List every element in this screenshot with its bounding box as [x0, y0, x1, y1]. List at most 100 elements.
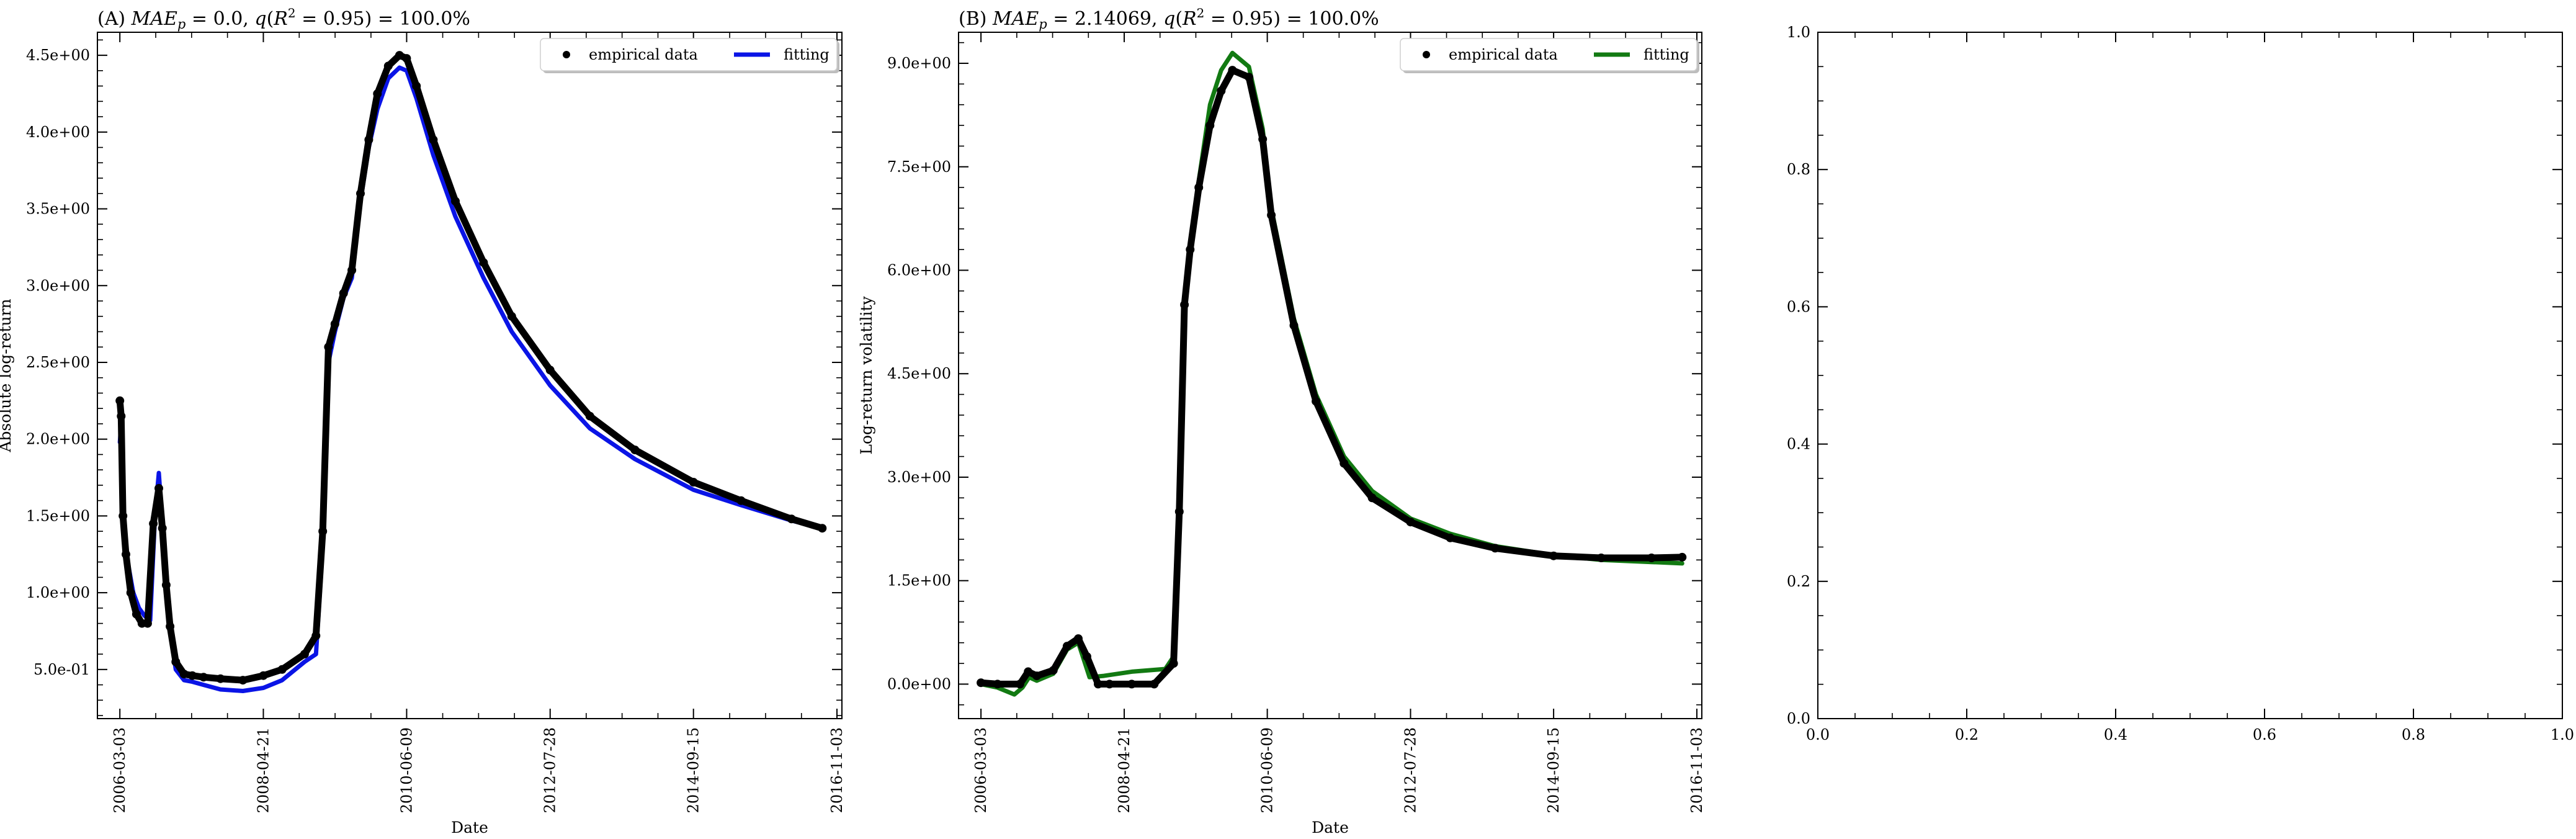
data-point — [1127, 680, 1137, 689]
data-point — [364, 135, 373, 145]
y-tick-label: 3.0e+00 — [26, 277, 90, 294]
y-tick-label: 0.2 — [1787, 573, 1810, 590]
x-axis-label: Date — [451, 819, 488, 837]
x-tick-label: 2006-03-03 — [972, 727, 990, 813]
data-point — [311, 631, 321, 640]
data-point — [115, 396, 125, 405]
chart-panel-3: 0.0 0.2 0.4 0.6 0.8 1.0 0.0 0.2 0.4 0.6 0.8 1.0 — [1787, 24, 2574, 743]
y-tick-label: 4.5e+00 — [26, 47, 90, 64]
data-point — [1024, 667, 1033, 676]
data-point — [347, 266, 357, 275]
data-point — [736, 496, 746, 505]
y-tick-label: 0.4 — [1787, 436, 1810, 453]
x-tick-label: 2012-07-28 — [542, 727, 559, 813]
data-point — [1082, 652, 1091, 661]
chart-title: (B) MAEp = 2.14069, q(R2 = 0.95) = 100.0… — [959, 6, 1379, 32]
chart-panel-1: 2006-03-03 2008-04-21 2010-06-09 2012-07-28… — [0, 6, 846, 837]
data-point — [1312, 397, 1321, 406]
chart-panel-2: 2006-03-03 2008-04-21 2010-06-09 2012-07-28… — [857, 6, 1706, 837]
data-point — [1596, 554, 1606, 562]
data-point — [122, 550, 130, 559]
data-point — [132, 609, 141, 619]
x-tick-label: 2016-11-03 — [1688, 727, 1706, 813]
axes-frame — [1817, 32, 2563, 719]
data-point — [818, 524, 827, 533]
y-tick-label: 3.5e+00 — [26, 200, 90, 218]
data-point — [402, 54, 411, 63]
data-point — [1105, 680, 1114, 689]
data-point — [1367, 493, 1377, 503]
x-tick-label: 0.6 — [2253, 726, 2276, 743]
empirical-trace — [977, 66, 1686, 688]
data-point — [1062, 642, 1071, 651]
x-tick-label: 2014-09-15 — [1545, 727, 1562, 813]
data-point — [330, 320, 339, 329]
data-point — [126, 588, 135, 598]
data-point — [1174, 507, 1184, 516]
data-point — [395, 51, 404, 60]
data-point — [977, 678, 986, 688]
y-tick-label: 3.0e+00 — [887, 469, 951, 486]
data-point — [154, 483, 163, 493]
data-point — [199, 673, 208, 682]
x-tick-label: 2010-06-09 — [398, 727, 415, 813]
data-point — [171, 657, 181, 666]
data-point — [179, 670, 189, 679]
data-point — [1258, 135, 1268, 144]
data-point — [1549, 551, 1559, 560]
data-point — [158, 524, 167, 533]
y-tick-label: 5.0e-01 — [34, 661, 90, 678]
data-point — [787, 514, 796, 524]
x-tick-label: 2010-06-09 — [1259, 727, 1276, 813]
y-tick-label: 1.0e+00 — [26, 584, 90, 601]
x-tick-label: 0.0 — [1806, 726, 1830, 743]
data-point — [166, 622, 175, 631]
y-tick-label: 1.5e+00 — [26, 507, 90, 524]
data-point — [689, 478, 698, 487]
data-point — [1074, 634, 1083, 644]
data-point — [161, 580, 171, 590]
data-point — [300, 650, 309, 659]
data-point — [451, 197, 460, 206]
x-tick-label: 2016-11-03 — [828, 727, 846, 813]
x-tick-label: 2014-09-15 — [685, 727, 702, 813]
data-point — [1289, 321, 1299, 330]
data-point — [630, 446, 640, 454]
legend-label-fitting: fitting — [784, 46, 830, 63]
data-point — [479, 258, 488, 267]
y-tick-label: 6.0e+00 — [887, 261, 951, 279]
data-point — [1446, 533, 1455, 542]
data-point — [1049, 666, 1058, 675]
x-tick-label: 2012-07-28 — [1402, 727, 1420, 813]
y-tick-label: 9.0e+00 — [887, 55, 951, 72]
axes-frame — [958, 32, 1702, 719]
y-tick-label: 4.5e+00 — [887, 365, 951, 382]
data-point — [1205, 121, 1215, 130]
data-point — [507, 312, 516, 321]
x-tick-label: 2008-04-21 — [254, 727, 272, 813]
data-point — [1491, 544, 1500, 553]
data-point — [412, 81, 421, 91]
data-point — [1245, 73, 1253, 82]
x-tick-label: 0.4 — [2104, 726, 2127, 743]
data-point — [277, 665, 287, 674]
y-tick-label: 2.5e+00 — [26, 354, 90, 371]
data-point — [1094, 680, 1102, 689]
data-point — [259, 671, 268, 680]
legend-box — [540, 38, 838, 71]
series-dots-empirical — [115, 51, 827, 685]
data-point — [238, 676, 248, 685]
data-point — [1217, 86, 1226, 96]
y-tick-label: 0.8 — [1787, 161, 1810, 178]
legend-label-empirical: empirical data — [589, 46, 698, 63]
data-point — [318, 527, 328, 536]
data-point — [339, 289, 348, 298]
x-tick-label: 2008-04-21 — [1116, 727, 1133, 813]
data-point — [117, 411, 126, 421]
y-tick-label: 1.5e+00 — [887, 572, 951, 590]
chart-title: (A) MAEp = 0.0, q(R2 = 0.95) = 100.0% — [97, 6, 470, 32]
data-point — [993, 680, 1002, 689]
data-point — [1267, 210, 1276, 220]
x-tick-label: 2006-03-03 — [111, 727, 128, 813]
